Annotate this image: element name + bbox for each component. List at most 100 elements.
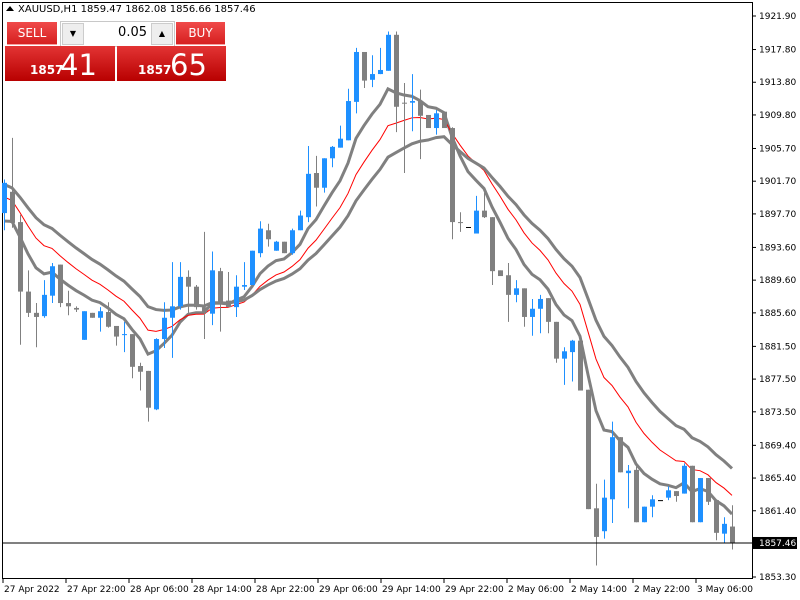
candle: [554, 321, 559, 363]
candle: [370, 55, 375, 88]
candle: [66, 290, 71, 316]
decrease-lot-button[interactable]: ▼: [62, 23, 84, 45]
candle-body: [250, 250, 255, 286]
candle: [298, 210, 303, 231]
current-price-badge: [753, 536, 797, 549]
lot-size-stepper[interactable]: ▼ 0.05 ▲: [60, 21, 175, 47]
candle: [194, 285, 199, 310]
candle: [466, 226, 471, 228]
x-tick-label: 27 Apr 22:00: [67, 585, 126, 595]
candle: [322, 158, 327, 193]
candle-body: [586, 389, 591, 510]
ma-mid-line: [3, 117, 733, 496]
candle: [42, 280, 47, 318]
x-tick-label: 28 Apr 22:00: [256, 585, 315, 595]
candle-body: [442, 111, 447, 129]
candle-body: [474, 210, 479, 234]
candle: [570, 339, 575, 382]
sell-button[interactable]: SELL: [7, 22, 57, 45]
candle-body: [490, 217, 495, 272]
candle-body: [306, 173, 311, 218]
candle: [442, 111, 447, 129]
candle-body: [618, 437, 623, 473]
candle: [26, 270, 31, 317]
buy-price-button[interactable]: 1857 65: [117, 46, 226, 81]
increase-lot-button[interactable]: ▲: [151, 23, 173, 45]
buy-button[interactable]: BUY: [176, 22, 225, 45]
y-tick-label: 1885.60: [759, 309, 796, 319]
candle-body: [450, 128, 455, 223]
time-axis[interactable]: 27 Apr 2022 27 Apr 22:00 28 Apr 06:00 28 Ap…: [2, 578, 753, 595]
ohlc-high: 1862.08: [125, 4, 167, 15]
current-price-label: 1857.46: [759, 539, 796, 549]
candle-body: [362, 51, 367, 81]
candle-body: [498, 270, 503, 277]
candle: [474, 195, 479, 234]
ma-slow-line: [3, 135, 734, 470]
candle-body: [274, 241, 279, 251]
candle: [18, 214, 23, 345]
y-tick-label: 1897.70: [759, 210, 796, 220]
candle: [122, 321, 127, 353]
candle: [178, 262, 183, 310]
candle: [170, 262, 175, 358]
candle-body: [346, 101, 351, 141]
symbol-timeframe: XAUUSD,H1: [18, 4, 78, 15]
candle: [626, 464, 631, 509]
ma-fast-line: [3, 86, 734, 516]
candle: [602, 479, 607, 539]
candle-body: [258, 228, 263, 254]
candle-body: [10, 191, 15, 223]
candle: [434, 110, 439, 135]
candle-body: [106, 312, 111, 327]
candle-body: [266, 230, 271, 240]
candle-body: [370, 74, 375, 80]
current-price-line: 1857.46: [2, 536, 797, 549]
y-tick-label: 1901.70: [759, 177, 796, 187]
candle-body: [2, 182, 7, 214]
candle: [378, 47, 383, 75]
candle-body: [674, 491, 679, 497]
collapse-triangle-icon[interactable]: [6, 6, 14, 11]
x-tick-label: 28 Apr 14:00: [193, 585, 252, 595]
candle: [50, 262, 55, 304]
candle: [394, 31, 399, 133]
x-tick-label: 2 May 14:00: [571, 585, 627, 595]
candle-body: [50, 266, 55, 296]
candle-body: [210, 270, 215, 314]
candle: [114, 325, 119, 346]
candle: [10, 137, 15, 228]
candle: [274, 240, 279, 251]
candle-body: [242, 285, 247, 287]
ohlc-open: 1859.47: [80, 4, 122, 15]
candle: [242, 262, 247, 290]
chart-frame: [2, 2, 753, 579]
candle-body: [130, 334, 135, 367]
candle-body: [610, 437, 615, 500]
candle: [490, 217, 495, 286]
y-tick-label: 1889.60: [759, 276, 796, 286]
price-axis[interactable]: 1921.90 1917.80 1913.80 1909.80 1905.70 1901.…: [752, 12, 796, 583]
candle-body: [354, 51, 359, 102]
buy-price-major: 1857: [138, 63, 172, 77]
candle: [450, 127, 455, 240]
candle: [282, 241, 287, 254]
lot-size-input[interactable]: 0.05: [118, 25, 147, 40]
candle-body: [170, 306, 175, 318]
candle: [578, 338, 583, 391]
candle: [346, 88, 351, 141]
sell-price-pips: 41: [60, 48, 97, 82]
candle: [402, 83, 407, 174]
candle: [666, 486, 671, 501]
candle-body: [338, 138, 343, 148]
x-tick-label: 29 Apr 14:00: [382, 585, 441, 595]
sell-price-button[interactable]: 1857 41: [5, 46, 115, 81]
candle: [594, 483, 599, 566]
candle-body: [234, 286, 239, 308]
candle: [90, 312, 95, 318]
candle-body: [634, 469, 639, 523]
y-tick-label: 1861.40: [759, 507, 796, 517]
candle-body: [18, 222, 23, 292]
chart-header: XAUUSD,H1 1859.47 1862.08 1856.66 1857.4…: [6, 4, 256, 15]
